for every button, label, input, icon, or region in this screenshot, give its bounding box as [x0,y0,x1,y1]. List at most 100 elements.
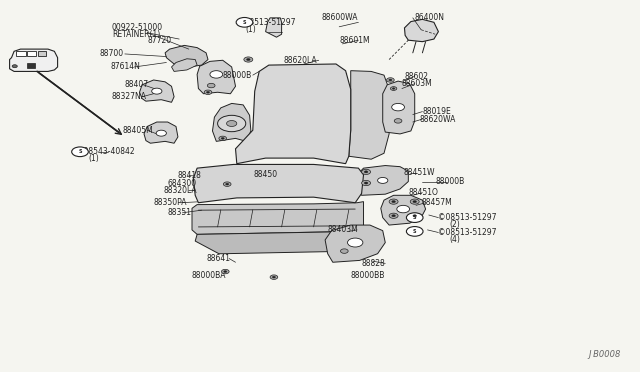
Polygon shape [212,103,251,141]
Text: 88600WA: 88600WA [321,13,358,22]
Polygon shape [325,225,385,262]
Circle shape [244,57,253,62]
Text: (4): (4) [449,235,460,244]
Circle shape [156,130,166,136]
Text: 88641: 88641 [206,254,230,263]
Text: (2): (2) [449,220,460,229]
Circle shape [362,169,371,174]
Text: S: S [78,149,82,154]
Circle shape [392,201,396,203]
Text: 88418: 88418 [178,171,202,180]
Text: 87614N: 87614N [110,62,140,71]
Polygon shape [266,18,282,37]
Circle shape [72,147,88,157]
Polygon shape [172,59,197,71]
Circle shape [410,213,419,218]
Text: 88327NA: 88327NA [112,92,147,101]
Text: ©08513-51297: ©08513-51297 [438,213,497,222]
Circle shape [364,182,368,184]
Circle shape [218,115,246,132]
Polygon shape [404,19,438,42]
Text: 684300: 684300 [168,179,197,187]
Text: 88457M: 88457M [421,198,452,207]
Text: ©08513-51297: ©08513-51297 [438,228,497,237]
Text: 87720: 87720 [147,36,172,45]
Circle shape [397,205,410,213]
Circle shape [389,199,398,204]
Circle shape [219,136,227,141]
Circle shape [152,88,162,94]
Text: 88620WA: 88620WA [420,115,456,124]
Circle shape [207,83,215,88]
Circle shape [387,78,394,82]
Polygon shape [144,122,178,143]
Text: 88405M: 88405M [123,126,154,135]
Circle shape [273,276,275,278]
Polygon shape [140,80,174,102]
Text: 88602: 88602 [404,72,429,81]
Text: 88601M: 88601M [339,36,370,45]
Text: 88407: 88407 [125,80,149,89]
Circle shape [221,269,229,274]
Circle shape [246,58,250,61]
Circle shape [390,87,397,90]
Text: 88451O: 88451O [408,188,438,197]
Polygon shape [38,51,46,56]
Circle shape [207,92,209,93]
Text: (1): (1) [246,25,257,33]
Text: J B0008: J B0008 [588,350,621,359]
Circle shape [413,215,417,217]
Polygon shape [381,195,426,225]
Polygon shape [27,51,36,56]
Text: 88350PA: 88350PA [154,198,187,207]
Polygon shape [193,164,364,203]
Circle shape [392,88,395,89]
Circle shape [392,103,404,111]
Polygon shape [383,81,415,134]
Circle shape [210,71,223,78]
Text: 88000B: 88000B [223,71,252,80]
Text: (1): (1) [88,154,99,163]
Circle shape [348,238,363,247]
Circle shape [221,138,224,139]
Text: 88450: 88450 [253,170,278,179]
Circle shape [270,275,278,279]
Text: 88019E: 88019E [422,107,451,116]
Text: 88700: 88700 [99,49,124,58]
Polygon shape [10,49,58,71]
Text: 88320LA: 88320LA [164,186,198,195]
Polygon shape [357,166,408,195]
Circle shape [340,249,348,253]
Circle shape [204,90,212,94]
Text: ©08513-51297: ©08513-51297 [237,18,295,27]
Circle shape [236,17,253,27]
Circle shape [392,215,396,217]
Circle shape [413,201,417,203]
Circle shape [394,119,402,123]
Text: RETAINER(1): RETAINER(1) [112,30,160,39]
Polygon shape [165,45,208,67]
Text: 88403M: 88403M [328,225,358,234]
Circle shape [223,182,231,186]
Circle shape [364,171,368,173]
Polygon shape [195,231,362,254]
Text: S: S [413,215,417,220]
Text: ©08543-40842: ©08543-40842 [76,147,134,156]
Circle shape [378,177,388,183]
Text: 88000BA: 88000BA [192,271,227,280]
Polygon shape [349,71,389,159]
Circle shape [362,180,371,186]
Circle shape [227,121,237,126]
Circle shape [406,227,423,236]
Polygon shape [27,63,35,68]
Circle shape [410,199,419,204]
Text: 86400N: 86400N [415,13,445,22]
Text: 00922-51000: 00922-51000 [112,23,163,32]
Text: S: S [243,20,246,25]
Circle shape [12,65,17,68]
Polygon shape [197,60,236,94]
Text: 88828: 88828 [362,259,385,268]
Circle shape [226,183,228,185]
Text: 88620LA: 88620LA [284,56,317,65]
Circle shape [389,79,392,81]
